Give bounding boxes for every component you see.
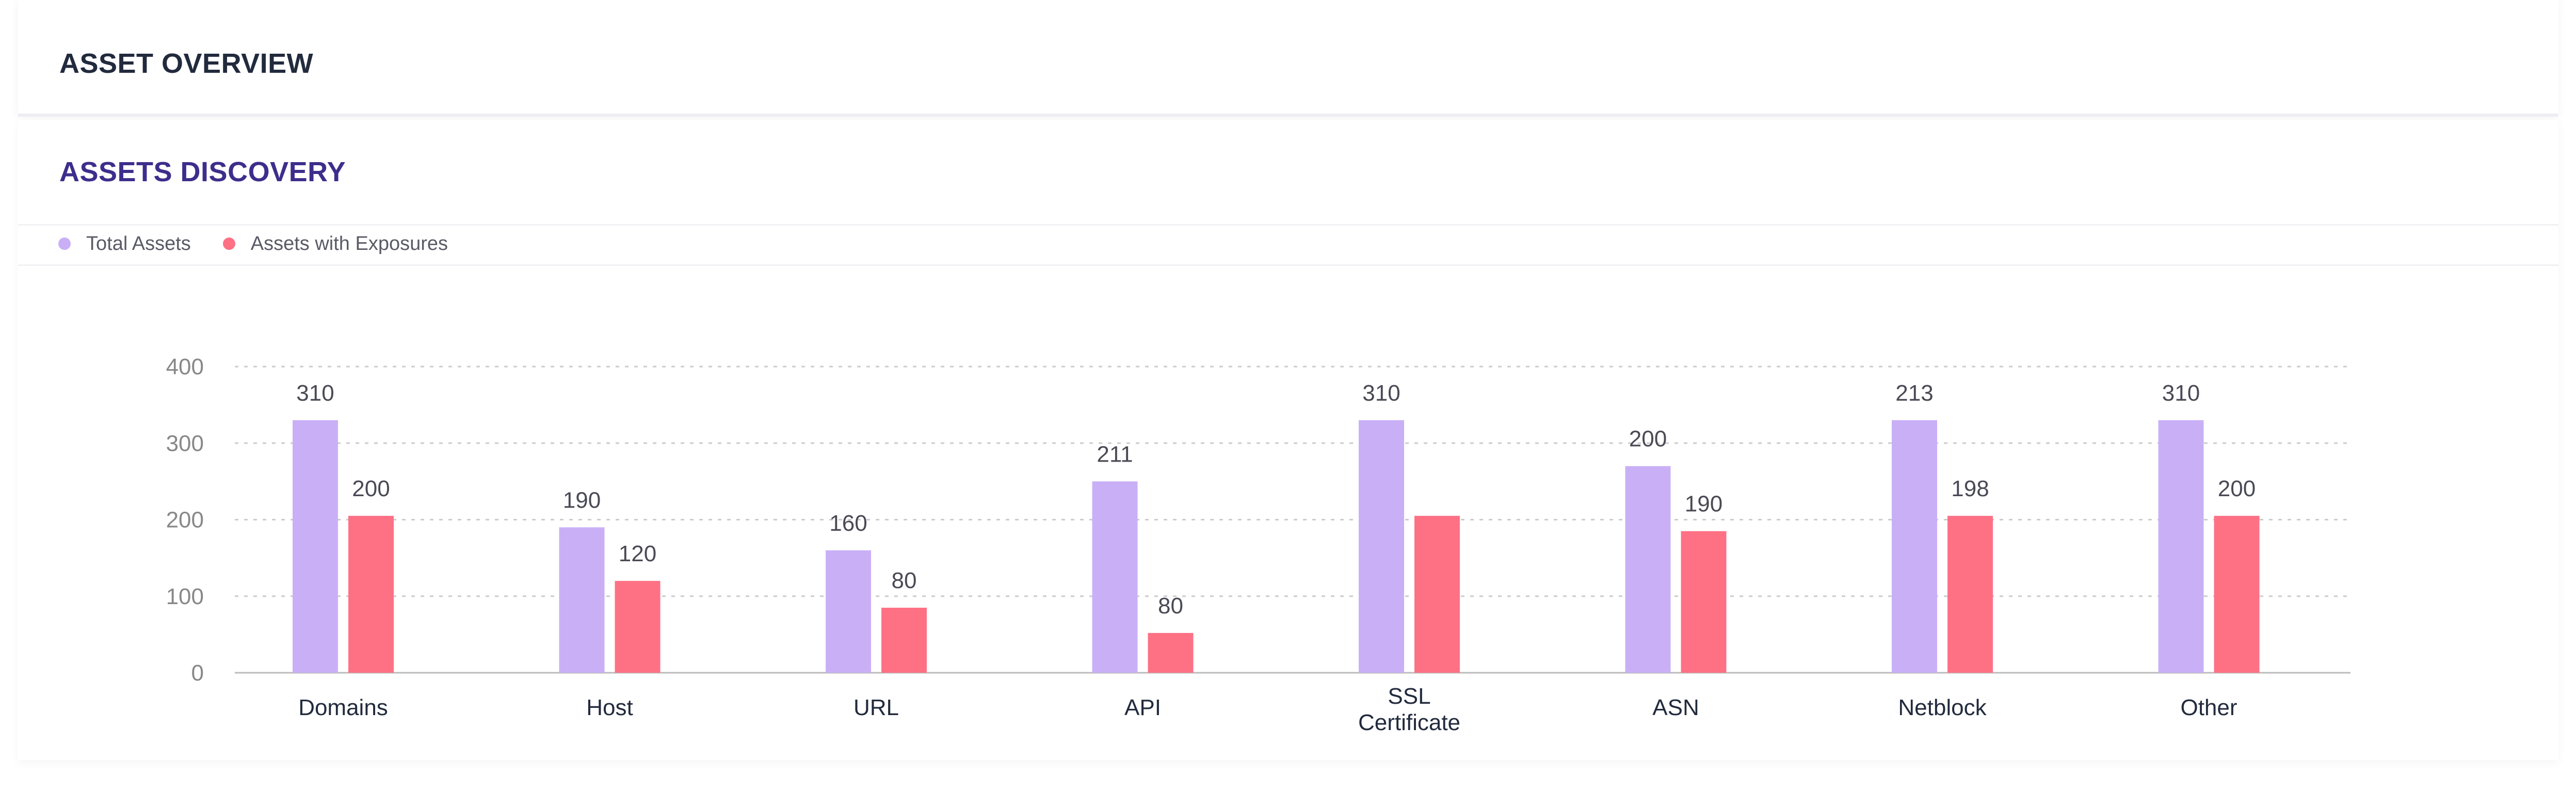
x-tick-label-ssl-certificate: SSL Certificate — [1358, 684, 1460, 735]
data-label-assets-with-exposures-domains: 200 — [352, 476, 390, 501]
data-label-total-assets-asn: 200 — [1629, 426, 1667, 452]
data-label-total-assets-api: 211 — [1097, 441, 1133, 467]
x-tick-label-api: API — [1124, 695, 1161, 720]
legend-dot-total-assets — [58, 238, 71, 250]
bar-assets-with-exposures-ssl-certificate — [1414, 516, 1460, 673]
bar-total-assets-other — [2158, 420, 2204, 673]
x-tick-label-url: URL — [854, 695, 899, 720]
bar-total-assets-url — [826, 550, 871, 673]
y-tick-label-300: 300 — [166, 431, 204, 456]
legend-dot-assets-with-exposures — [222, 238, 235, 250]
x-tick-label-netblock: Netblock — [1898, 695, 1987, 720]
bar-assets-with-exposures-host — [615, 581, 661, 673]
bar-assets-with-exposures-api — [1148, 632, 1194, 673]
bar-assets-with-exposures-other — [2214, 516, 2260, 673]
data-label-total-assets-ssl-certificate: 310 — [1362, 381, 1400, 406]
bar-total-assets-ssl-certificate — [1359, 420, 1404, 673]
data-label-total-assets-other: 310 — [2162, 381, 2200, 406]
assets-discovery-chart: 0 100 200 300 400 310 200 Domains 190 120 Host 160 8… — [166, 354, 2350, 735]
y-tick-label-200: 200 — [166, 508, 204, 533]
x-tick-label-other: Other — [2180, 695, 2237, 720]
y-tick-label-100: 100 — [166, 584, 204, 609]
asset-overview-title: ASSET OVERVIEW — [59, 48, 314, 79]
data-label-assets-with-exposures-url: 80 — [892, 568, 917, 593]
bar-assets-with-exposures-domains — [348, 516, 394, 673]
data-label-total-assets-netblock: 213 — [1895, 381, 1933, 406]
y-tick-label-400: 400 — [166, 354, 204, 379]
data-label-assets-with-exposures-host: 120 — [619, 541, 656, 566]
bar-total-assets-host — [559, 527, 605, 673]
bar-assets-with-exposures-asn — [1681, 531, 1727, 673]
data-label-assets-with-exposures-netblock: 198 — [1951, 476, 1989, 501]
bar-assets-with-exposures-netblock — [1947, 516, 1993, 673]
legend-item-assets-with-exposures[interactable]: Assets with Exposures — [222, 232, 448, 255]
assets-discovery-card: ASSETS DISCOVERY Total Assets Assets wit… — [18, 120, 2558, 760]
legend-item-total-assets[interactable]: Total Assets — [58, 233, 191, 255]
assets-discovery-title: ASSETS DISCOVERY — [59, 156, 346, 187]
data-label-assets-with-exposures-other: 200 — [2218, 476, 2256, 501]
x-tick-label-host: Host — [586, 695, 633, 720]
bar-total-assets-api — [1092, 481, 1138, 673]
x-tick-label-domains: Domains — [298, 695, 388, 720]
data-label-assets-with-exposures-api: 80 — [1158, 593, 1183, 619]
legend-divider — [18, 264, 2558, 266]
bar-total-assets-netblock — [1892, 420, 1937, 673]
bar-total-assets-domains — [293, 420, 338, 673]
data-label-total-assets-url: 160 — [829, 511, 867, 536]
y-tick-label-0: 0 — [191, 660, 204, 686]
legend-label-assets-with-exposures: Assets with Exposures — [250, 232, 448, 255]
x-tick-label-asn: ASN — [1652, 695, 1699, 720]
data-label-assets-with-exposures-asn: 190 — [1685, 492, 1722, 517]
asset-overview-card: ASSET OVERVIEW — [18, 0, 2558, 117]
x-tick-label-line: Certificate — [1358, 710, 1460, 735]
header-divider — [18, 224, 2558, 226]
data-label-total-assets-domains: 310 — [296, 381, 334, 406]
bar-total-assets-asn — [1625, 466, 1671, 673]
x-tick-label-line: SSL — [1388, 684, 1430, 709]
legend-label-total-assets: Total Assets — [86, 232, 191, 255]
bar-assets-with-exposures-url — [881, 607, 927, 673]
chart-legend: Total Assets Assets with Exposures — [58, 228, 480, 259]
data-label-total-assets-host: 190 — [563, 487, 601, 513]
